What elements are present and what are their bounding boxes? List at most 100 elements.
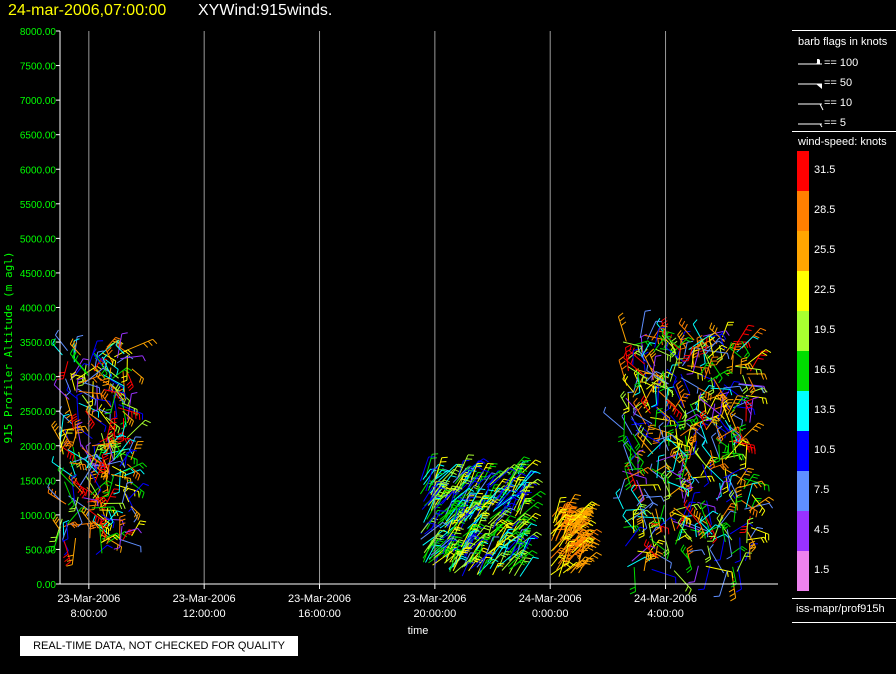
wind-barb: [704, 545, 712, 563]
wind-barb: [645, 551, 664, 563]
wind-barb: [126, 371, 134, 392]
y-tick-label: 4000.00: [20, 304, 57, 315]
x-tick-label-date: 23-Mar-2006: [288, 593, 351, 605]
x-tick-label-date: 24-Mar-2006: [634, 593, 697, 605]
colorbar-segment: [797, 151, 809, 191]
wind-barb: [617, 414, 626, 443]
wind-barb: [562, 514, 578, 539]
wind-barb: [102, 352, 117, 367]
wind-barb: [700, 500, 710, 530]
wind-barb: [98, 408, 111, 420]
wind-barb: [69, 358, 90, 381]
wind-barb: [71, 351, 89, 377]
wind-barb: [131, 520, 147, 537]
wind-barb: [738, 383, 764, 394]
wind-barb: [646, 371, 662, 382]
wind-barb: [653, 508, 662, 536]
wind-barb: [497, 485, 513, 500]
wind-barb: [420, 521, 449, 540]
wind-barb: [728, 489, 737, 507]
legend-divider: [792, 598, 896, 599]
wind-barb: [496, 522, 515, 547]
legend-divider: [792, 622, 896, 623]
wind-barb: [741, 422, 765, 440]
wind-barb: [69, 338, 81, 356]
wind-barb: [70, 371, 77, 391]
wind-barb: [624, 466, 653, 480]
wind-barb: [613, 479, 626, 499]
wind-barb: [113, 525, 123, 550]
wind-barb: [94, 350, 104, 368]
wind-barb: [643, 551, 654, 571]
wind-barb: [121, 452, 138, 466]
wind-barb: [102, 367, 112, 386]
wind-barb: [517, 528, 531, 548]
y-tick-label: 7000.00: [20, 96, 57, 107]
wind-barb: [665, 341, 686, 364]
wind-barb: [101, 534, 121, 543]
y-tick-label: 0.00: [37, 580, 57, 591]
wind-barb: [423, 529, 446, 554]
data-source-label: iss-mapr/prof915h: [796, 603, 885, 615]
wind-barb: [422, 468, 437, 480]
wind-barb: [76, 392, 83, 421]
colorbar-segment: [797, 191, 809, 231]
colorbar-segment: [797, 431, 809, 471]
wind-barb: [470, 553, 494, 570]
colorbar-segment: [797, 551, 809, 591]
wind-barb: [699, 515, 713, 535]
wind-barb: [745, 395, 768, 405]
wind-barb: [51, 456, 73, 477]
wind-barb: [102, 354, 112, 377]
wind-barb: [94, 417, 107, 433]
gridlines: [88, 31, 667, 584]
wind-barb: [745, 482, 759, 508]
wind-barb: [85, 410, 95, 429]
wind-barb: [741, 374, 749, 395]
wind-barb: [107, 460, 125, 467]
wind-barb: [457, 504, 482, 523]
wind-barb: [618, 356, 628, 386]
wind-barb: [630, 418, 649, 439]
wind-barb: [489, 487, 505, 501]
wind-barb: [621, 411, 633, 435]
wind-barb: [120, 355, 146, 362]
y-tick-label: 5000.00: [20, 234, 57, 245]
wind-barb: [741, 327, 767, 349]
wind-barb: [631, 416, 640, 437]
wind-barb: [716, 425, 723, 444]
wind-barb: [87, 508, 102, 526]
wind-barb: [651, 380, 660, 408]
wind-barb: [100, 518, 109, 539]
wind-barb: [641, 342, 656, 357]
wind-barb: [114, 383, 125, 401]
colorbar-label: 13.5: [814, 404, 836, 416]
wind-barb: [705, 417, 721, 431]
wind-barb: [735, 363, 754, 370]
wind-barb: [62, 522, 69, 542]
wind-barb: [647, 438, 672, 458]
wind-barb: [555, 517, 573, 540]
wind-barb: [116, 339, 128, 353]
wind-barb: [85, 382, 101, 394]
wind-barb: [88, 340, 104, 367]
y-tick-label: 6000.00: [20, 165, 57, 176]
wind-barb: [108, 510, 114, 527]
wind-barb: [749, 396, 759, 423]
wind-barb: [736, 552, 752, 572]
colorbar-label: 1.5: [814, 564, 830, 576]
wind-barb: [650, 385, 658, 408]
wind-barb: [684, 413, 702, 422]
wind-barb: [124, 527, 142, 534]
barb-flag-label: == 10: [824, 97, 853, 109]
wind-barb: [54, 329, 68, 352]
colorbar-label: 22.5: [814, 284, 836, 296]
quality-warning: REAL-TIME DATA, NOT CHECKED FOR QUALITY: [20, 636, 298, 656]
wind-barb: [726, 475, 732, 503]
wind-barb: [60, 429, 74, 448]
wind-barb: [519, 556, 539, 577]
wind-barb: [113, 439, 136, 461]
wind-barb: [517, 470, 541, 489]
wind-barb: [47, 486, 67, 505]
wind-barb: [651, 568, 677, 584]
